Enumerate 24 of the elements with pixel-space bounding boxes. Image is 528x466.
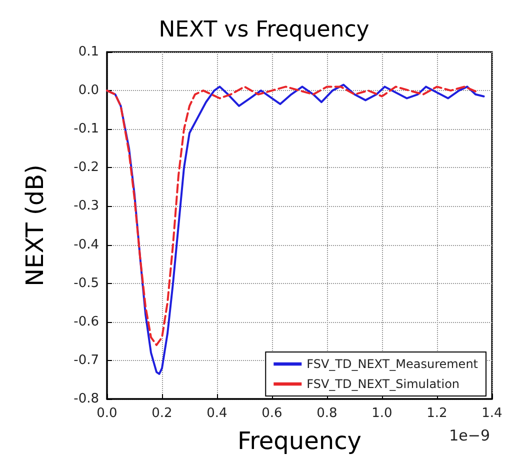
x-tick-label: 1.4: [482, 406, 502, 421]
y-tick-label: -0.3: [74, 198, 99, 214]
y-tick-label: 0.1: [78, 44, 99, 60]
legend-label: FSV_TD_NEXT_Simulation: [306, 377, 460, 391]
y-tick-label: -0.2: [74, 160, 99, 176]
x-tick-label: 0.0: [96, 406, 118, 421]
y-tick-label: 0.0: [78, 83, 99, 98]
y-tick-label: -0.8: [74, 392, 99, 406]
legend-label: FSV_TD_NEXT_Measurement: [306, 357, 478, 371]
x-tick-label: 0.4: [206, 406, 228, 421]
text: 1e−9: [449, 426, 490, 444]
x-tick-label: 1.2: [426, 406, 448, 421]
chart-title: NEXT vs Frequency: [158, 18, 370, 42]
y-tick-label: -0.5: [74, 276, 99, 291]
x-tick-label: 0.8: [316, 406, 338, 421]
x-tick-label: 0.2: [152, 406, 172, 421]
y-tick-label: -0.1: [74, 122, 99, 137]
y-tick-label: -0.6: [74, 314, 99, 330]
y-tick-label: -0.7: [74, 352, 99, 368]
y-axis-title: NEXT (dB): [21, 164, 49, 286]
y-tick-label: -0.4: [74, 237, 99, 252]
x-tick-label: 1.0: [372, 406, 392, 421]
x-axis-title: Frequency: [238, 427, 362, 455]
x-tick-label: 0.6: [262, 406, 282, 421]
